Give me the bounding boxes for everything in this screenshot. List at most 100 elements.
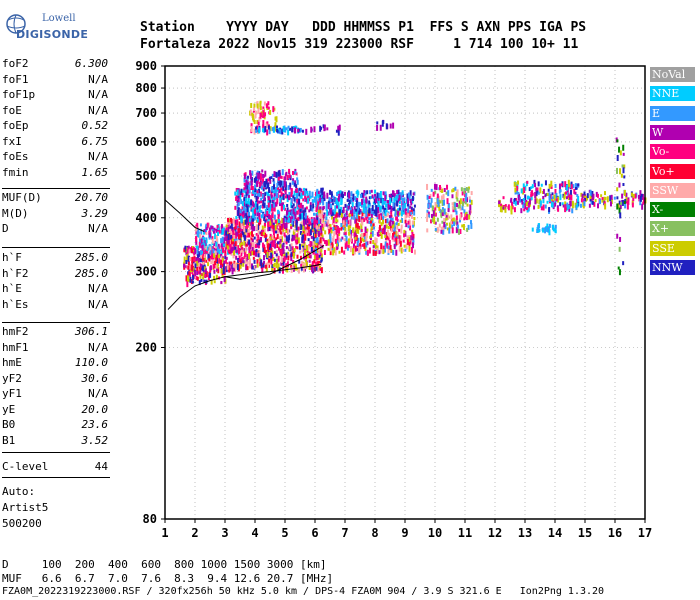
echo-point bbox=[224, 253, 227, 257]
echo-point bbox=[211, 259, 214, 264]
echo-point bbox=[350, 205, 353, 212]
echo-point bbox=[302, 210, 305, 217]
echo-point bbox=[335, 212, 338, 217]
points-layer bbox=[183, 100, 647, 288]
echo-point bbox=[212, 230, 215, 234]
echo-point bbox=[356, 222, 359, 228]
echo-point bbox=[621, 164, 624, 168]
echo-point bbox=[399, 192, 402, 197]
echo-point bbox=[243, 174, 246, 180]
echo-point bbox=[196, 262, 199, 266]
param-name: hmF1 bbox=[2, 340, 29, 354]
echo-point bbox=[235, 232, 238, 236]
echo-point bbox=[239, 226, 242, 232]
echo-point bbox=[567, 204, 570, 209]
echo-point bbox=[540, 183, 543, 187]
echo-point bbox=[188, 263, 191, 270]
echo-point bbox=[225, 227, 228, 231]
echo-point bbox=[403, 199, 406, 206]
echo-point bbox=[405, 223, 408, 228]
echo-point bbox=[510, 208, 513, 215]
echo-point bbox=[335, 231, 338, 235]
echo-point bbox=[233, 234, 236, 239]
echo-point bbox=[299, 210, 302, 217]
echo-point bbox=[452, 220, 455, 224]
echo-point bbox=[272, 241, 275, 248]
y-tick-label: 600 bbox=[135, 135, 157, 149]
echo-point bbox=[242, 206, 245, 213]
echo-point bbox=[226, 229, 229, 235]
param-value: N/A bbox=[88, 387, 108, 400]
echo-point bbox=[306, 245, 309, 252]
echo-point bbox=[336, 233, 339, 240]
echo-point bbox=[291, 218, 294, 223]
echo-point bbox=[432, 210, 435, 217]
echo-point bbox=[368, 200, 371, 205]
echo-point bbox=[271, 263, 274, 268]
echo-point bbox=[569, 201, 572, 207]
echo-point bbox=[251, 230, 254, 237]
echo-point bbox=[295, 235, 298, 240]
echo-point bbox=[251, 112, 254, 116]
echo-point bbox=[223, 277, 226, 283]
param-name: foF1 bbox=[2, 72, 29, 86]
echo-point bbox=[209, 272, 212, 278]
echo-point bbox=[311, 199, 314, 204]
echo-point bbox=[290, 188, 293, 195]
echo-point bbox=[260, 232, 263, 237]
echo-point bbox=[366, 190, 369, 195]
param-row: yF1 N/A bbox=[2, 386, 108, 402]
echo-point bbox=[376, 121, 379, 125]
echo-point bbox=[622, 183, 625, 187]
echo-point bbox=[460, 187, 463, 192]
echo-point bbox=[203, 253, 206, 258]
echo-point bbox=[243, 177, 246, 183]
echo-point bbox=[345, 236, 348, 242]
echo-point bbox=[431, 205, 434, 212]
echo-point bbox=[249, 239, 252, 246]
echo-point bbox=[242, 210, 245, 215]
echo-point bbox=[463, 217, 466, 221]
auto-code: 500200 bbox=[2, 517, 42, 530]
echo-point bbox=[513, 181, 516, 187]
echo-point bbox=[250, 178, 253, 182]
echo-point bbox=[396, 210, 399, 216]
echo-point bbox=[469, 204, 472, 211]
echo-point bbox=[223, 229, 226, 236]
echo-point bbox=[271, 235, 274, 240]
echo-point bbox=[245, 228, 248, 233]
echo-point bbox=[441, 209, 444, 216]
echo-point bbox=[453, 221, 456, 227]
echo-point bbox=[222, 228, 225, 235]
echo-point bbox=[426, 183, 429, 190]
echo-point bbox=[502, 206, 505, 210]
echo-point bbox=[395, 238, 398, 244]
echo-point bbox=[328, 228, 331, 235]
echo-point bbox=[241, 231, 244, 236]
echo-point bbox=[205, 250, 208, 254]
echo-point bbox=[302, 198, 305, 202]
legend-item: SSE bbox=[650, 240, 695, 256]
echo-point bbox=[364, 190, 367, 196]
echo-point bbox=[349, 234, 352, 240]
echo-point bbox=[375, 205, 378, 212]
echo-point bbox=[276, 234, 279, 240]
echo-point bbox=[300, 192, 303, 199]
echo-point bbox=[382, 216, 385, 220]
echo-point bbox=[295, 187, 298, 193]
echo-point bbox=[357, 201, 360, 208]
echo-point bbox=[618, 207, 621, 214]
echo-point bbox=[298, 243, 301, 250]
echo-point bbox=[372, 245, 375, 249]
echo-point bbox=[267, 178, 270, 182]
echo-point bbox=[566, 202, 569, 208]
echo-point bbox=[263, 195, 266, 201]
echo-point bbox=[610, 194, 613, 200]
echo-point bbox=[340, 227, 343, 231]
echo-point bbox=[399, 235, 402, 242]
echo-point bbox=[273, 107, 276, 111]
echo-point bbox=[386, 229, 389, 236]
echo-point bbox=[280, 187, 283, 191]
echo-point bbox=[248, 232, 251, 238]
echo-point bbox=[282, 244, 285, 250]
